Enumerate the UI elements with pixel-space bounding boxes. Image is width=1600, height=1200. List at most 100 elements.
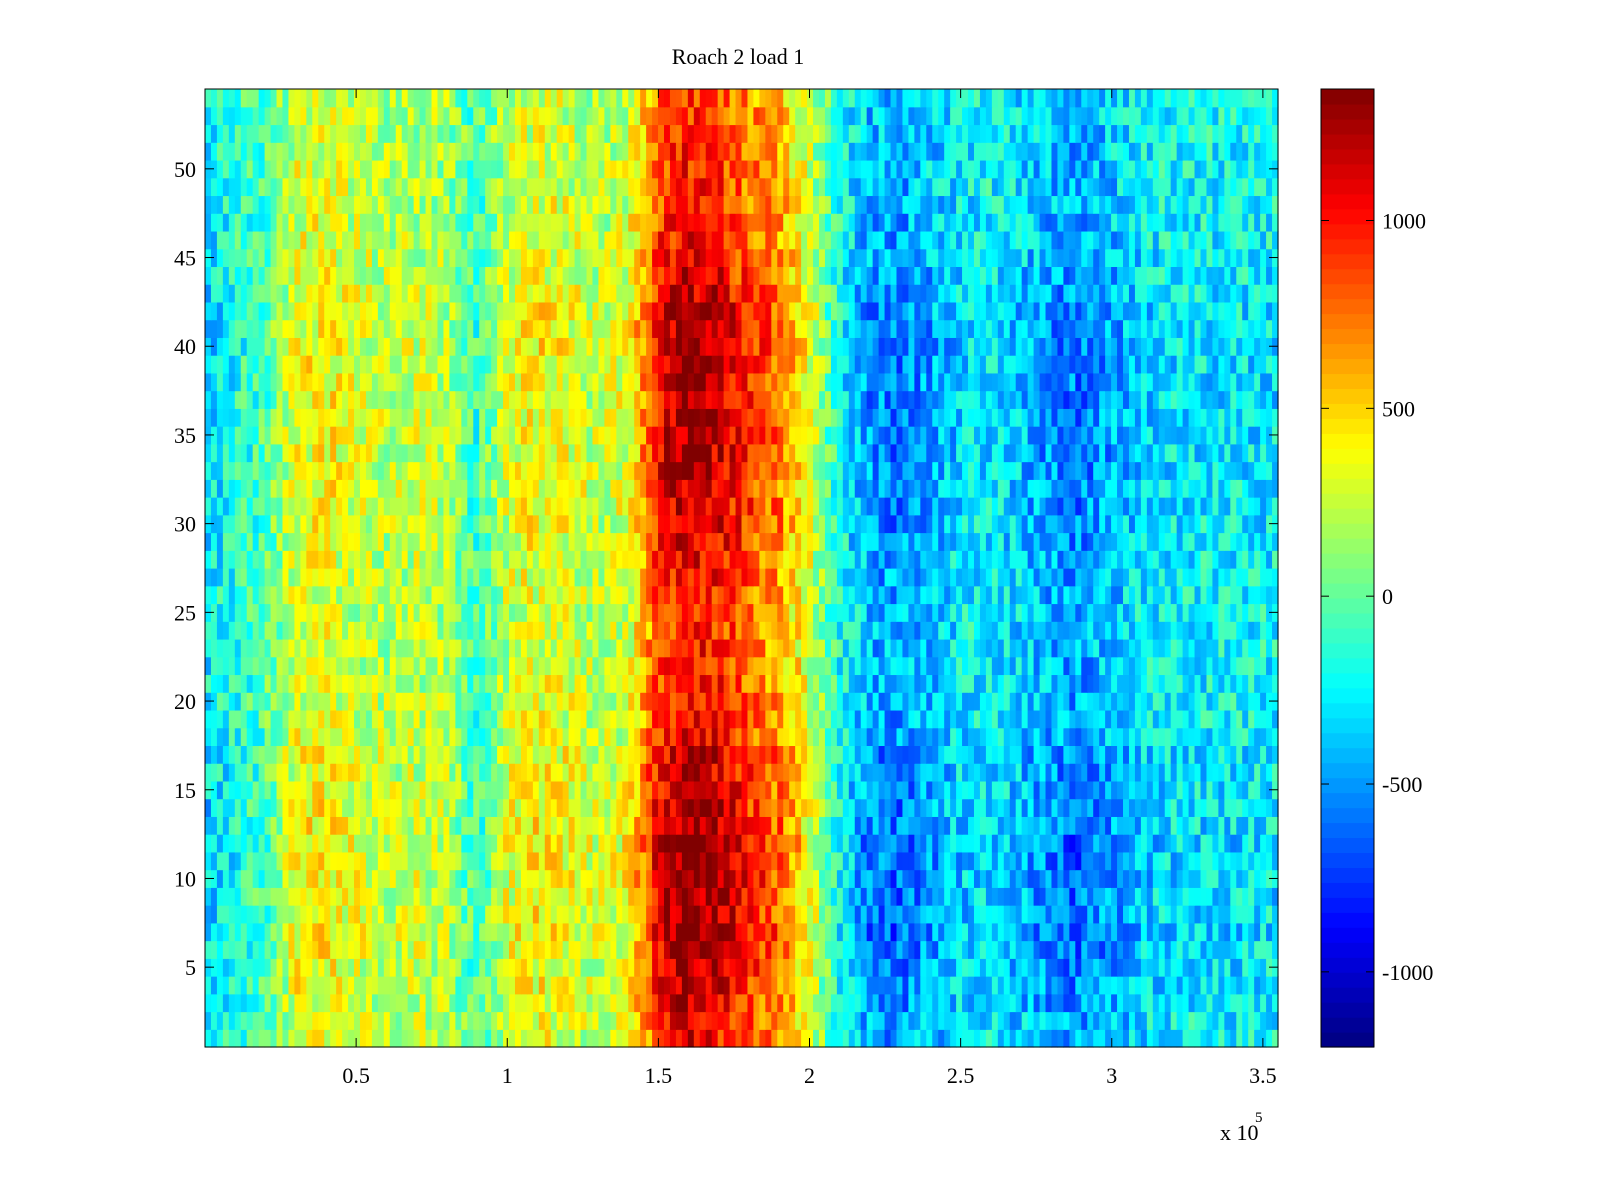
heatmap-cell [544,869,552,888]
heatmap-cell [1194,1029,1202,1048]
heatmap-cell [604,727,611,747]
heatmap-cell [1152,621,1160,640]
heatmap-cell [222,745,230,764]
heatmap-cell [1003,976,1011,995]
heatmap-cell [413,816,421,835]
heatmap-cell [497,1011,504,1030]
heatmap-cell [926,621,933,640]
heatmap-cell [741,798,749,817]
heatmap-cell [1266,638,1273,658]
heatmap-cell [926,745,933,764]
heatmap-cell [336,887,343,906]
heatmap-cell [503,993,510,1013]
heatmap-cell [1093,993,1100,1013]
heatmap-cell [711,798,719,817]
heatmap-cell [979,745,987,764]
heatmap-cell [354,727,361,747]
heatmap-cell [1021,922,1029,942]
heatmap-cell [789,993,796,1013]
heatmap-cell [503,834,510,853]
heatmap-cell [950,692,957,711]
heatmap-cell [884,851,892,871]
heatmap-cell [556,887,564,906]
heatmap-cell [634,745,641,764]
heatmap-cell [288,780,296,800]
heatmap-cell [443,780,450,800]
heatmap-cell [526,905,534,924]
heatmap-cell [288,568,296,587]
heatmap-cell [389,709,397,729]
heatmap-cell [1152,887,1160,906]
heatmap-cell [741,834,749,853]
heatmap-cell [681,621,689,640]
heatmap-cell [497,922,504,942]
heatmap-cell [717,621,725,640]
heatmap-cell [455,603,462,622]
heatmap-cell [1248,993,1255,1013]
heatmap-cell [753,638,760,658]
heatmap-cell [365,834,373,853]
heatmap-cell [395,1029,403,1048]
heatmap-cell [991,887,999,906]
heatmap-cell [562,958,570,977]
heatmap-cell [711,745,719,764]
heatmap-cell [944,763,951,782]
heatmap-cell [1015,905,1023,924]
heatmap-cell [735,922,743,942]
heatmap-cell [437,1029,445,1048]
heatmap-cell [777,656,784,676]
heatmap-cell [1146,887,1154,906]
heatmap-cell [830,603,838,622]
heatmap-cell [324,798,331,817]
heatmap-cell [926,727,933,747]
heatmap-cell [1051,798,1059,817]
heatmap-cell [908,958,915,977]
heatmap-cell [1105,709,1112,729]
heatmap-cell [497,638,504,658]
heatmap-cell [723,887,731,906]
heatmap-cell [646,638,653,658]
heatmap-cell [234,568,242,587]
heatmap-cell [550,958,558,977]
heatmap-cell [1075,940,1082,959]
heatmap-cell [1075,763,1082,782]
heatmap-cell [1272,1029,1279,1048]
heatmap-cell [896,1029,904,1048]
heatmap-cell [1272,621,1279,640]
heatmap-cell [872,993,880,1013]
heatmap-cell [252,798,260,817]
heatmap-cell [735,674,743,693]
heatmap-cell [735,976,743,995]
heatmap-cell [783,905,790,924]
heatmap-cell [646,550,653,569]
heatmap-cell [604,568,611,587]
heatmap-cell [365,621,373,640]
heatmap-cell [1176,692,1184,711]
heatmap-cell [1146,993,1154,1013]
heatmap-cell [592,656,600,676]
heatmap-cell [1027,976,1035,995]
heatmap-cell [1236,621,1243,640]
heatmap-cell [538,550,546,569]
heatmap-cell [991,976,999,995]
heatmap-cell [616,763,623,782]
heatmap-cell [574,674,582,693]
heatmap-cell [914,798,921,817]
heatmap-cell [1075,727,1082,747]
heatmap-cell [413,674,421,693]
heatmap-cell [431,851,439,871]
heatmap-cell [1266,1011,1273,1030]
heatmap-cell [723,550,731,569]
heatmap-cell [908,745,915,764]
heatmap-cell [1111,745,1118,764]
heatmap-cell [479,568,486,587]
heatmap-cell [664,976,671,995]
heatmap-cell [699,603,707,622]
heatmap-cell [354,869,361,888]
heatmap-cell [932,780,939,800]
heatmap-cell [449,922,456,942]
heatmap-cell [240,834,248,853]
heatmap-cell [222,568,230,587]
heatmap-cell [1266,745,1273,764]
heatmap-cell [407,798,415,817]
